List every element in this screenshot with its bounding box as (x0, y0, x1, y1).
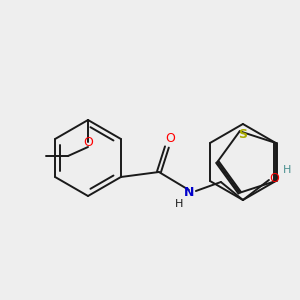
Text: N: N (184, 185, 194, 199)
Text: H: H (283, 165, 291, 175)
Text: S: S (238, 128, 247, 141)
Text: H: H (175, 199, 183, 209)
Text: O: O (165, 131, 175, 145)
Text: O: O (83, 136, 93, 148)
Text: O: O (269, 172, 279, 184)
